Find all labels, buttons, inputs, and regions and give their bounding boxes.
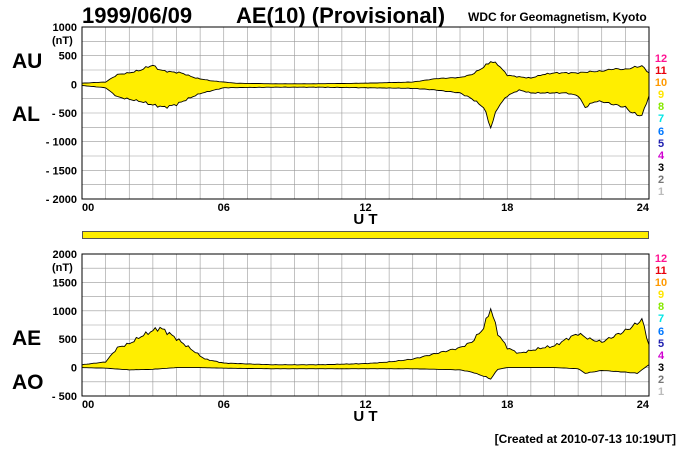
upper-y-tick-label: - 1500 <box>46 165 77 177</box>
lower-y-tick-label: 1500 <box>53 277 77 289</box>
upper-x-tick-label: 06 <box>218 202 230 214</box>
legend-station-6: 6 <box>657 125 665 138</box>
lower-x-tick-label: 00 <box>82 399 94 411</box>
legend-station-12: 12 <box>654 253 668 265</box>
ae-label: AE <box>12 327 42 350</box>
separator-bar <box>82 231 649 239</box>
legend-station-1: 1 <box>657 386 665 399</box>
legend-station-12: 12 <box>654 53 668 65</box>
upper-x-axis-label: U T <box>353 211 377 228</box>
legend-station-3: 3 <box>657 361 665 374</box>
upper-x-tick-label: 00 <box>82 202 94 214</box>
legend-station-8: 8 <box>657 101 665 114</box>
upper-station-legend: 12 11 10 9 8 7 6 5 4 3 2 1 <box>654 53 668 198</box>
upper-y-tick-label: - 500 <box>52 108 77 120</box>
legend-station-11: 11 <box>655 265 667 278</box>
lower-y-tick-label: 0 <box>71 363 77 375</box>
legend-station-5: 5 <box>657 337 665 350</box>
series-line-al <box>81 85 650 130</box>
series-line-ao <box>81 364 650 380</box>
upper-x-tick-label: 24 <box>637 202 650 214</box>
legend-station-9: 9 <box>657 89 665 102</box>
lower-y-tick-label: 500 <box>59 334 77 346</box>
upper-x-tick-label: 18 <box>501 202 513 214</box>
legend-station-1: 1 <box>657 186 665 199</box>
lower-x-tick-label: 06 <box>218 399 230 411</box>
legend-station-3: 3 <box>657 161 665 174</box>
legend-station-8: 8 <box>657 301 665 314</box>
chart-title: AE(10) (Provisional) <box>236 3 446 28</box>
legend-station-4: 4 <box>657 349 665 362</box>
series-line-ae <box>81 307 650 366</box>
upper-y-tick-label: 500 <box>59 51 77 63</box>
upper-plot-frame <box>81 26 650 200</box>
source-label: WDC for Geomagnetism, Kyoto <box>468 10 647 24</box>
created-timestamp: [Created at 2010-07-13 10:19UT] <box>494 432 676 446</box>
upper-y-tick-label: - 1000 <box>46 137 77 149</box>
legend-station-2: 2 <box>657 173 665 186</box>
au-label: AU <box>12 50 43 73</box>
lower-units-label: (nT) <box>52 262 73 274</box>
legend-station-11: 11 <box>655 65 667 78</box>
upper-y-tick-label: - 2000 <box>46 194 77 206</box>
upper-y-tick-label: 1000 <box>53 22 77 34</box>
legend-station-4: 4 <box>657 149 665 162</box>
lower-y-tick-label: 1000 <box>53 306 77 318</box>
lower-y-tick-label: - 500 <box>52 391 77 403</box>
ao-label: AO <box>12 371 44 394</box>
lower-station-legend: 12 11 10 9 8 7 6 5 4 3 2 1 <box>654 253 668 398</box>
legend-station-9: 9 <box>657 289 665 302</box>
lower-x-tick-label: 12 <box>359 399 371 411</box>
legend-station-10: 10 <box>654 77 668 90</box>
lower-fill-area <box>82 308 649 380</box>
upper-fill-area <box>82 61 649 128</box>
legend-station-7: 7 <box>657 313 665 326</box>
legend-station-10: 10 <box>654 277 668 290</box>
lower-x-tick-label: 18 <box>501 399 513 411</box>
upper-y-tick-label: 0 <box>71 79 77 91</box>
legend-station-2: 2 <box>657 373 665 386</box>
al-label: AL <box>12 103 40 126</box>
lower-y-tick-label: 2000 <box>53 249 77 261</box>
upper-units-label: (nT) <box>52 35 73 47</box>
series-line-au <box>81 61 650 85</box>
lower-x-tick-label: 24 <box>637 399 650 411</box>
date-title: 1999/06/09 <box>82 3 193 28</box>
legend-station-7: 7 <box>657 113 665 126</box>
lower-x-axis-label: U T <box>353 408 377 425</box>
upper-x-tick-label: 12 <box>359 202 371 214</box>
legend-station-5: 5 <box>657 137 665 150</box>
legend-station-6: 6 <box>657 325 665 338</box>
lower-plot-frame <box>81 253 650 397</box>
